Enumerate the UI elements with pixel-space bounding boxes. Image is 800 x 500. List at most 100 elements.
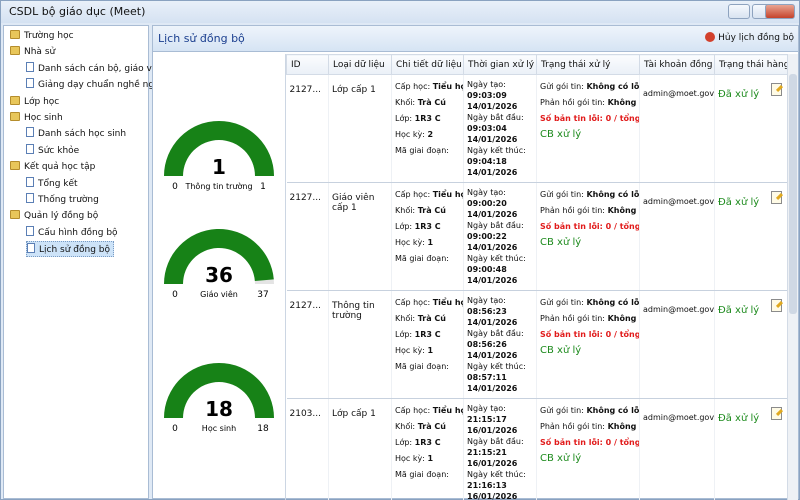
- close-button[interactable]: [765, 4, 795, 19]
- time-label: Ngày bắt đầu:: [467, 329, 524, 338]
- tree-item[interactable]: Trường học: [10, 28, 77, 44]
- time-label: Ngày tạo:: [467, 296, 506, 305]
- time-line: Ngày tạo: 21:15:17 16/01/2026: [467, 403, 533, 436]
- id-cell: 2127...: [286, 74, 329, 183]
- tree-label: Cấu hình đồng bộ: [38, 227, 118, 238]
- id-cell: 2103...: [286, 398, 329, 500]
- tree-item[interactable]: Danh sách học sinh: [26, 126, 129, 142]
- detail-value: 1R3 C: [414, 330, 441, 339]
- status-label: Gửi gói tin:: [540, 298, 584, 307]
- time-label: Ngày tạo:: [467, 404, 506, 413]
- column-header[interactable]: Loại dữ liệu: [328, 54, 392, 75]
- cancel-label: Hủy lịch đồng bộ: [718, 33, 794, 43]
- cancel-sync-button[interactable]: Hủy lịch đồng bộ: [705, 32, 794, 43]
- column-header[interactable]: ID: [286, 54, 329, 75]
- gauge-label: Thông tin trường: [184, 181, 252, 191]
- time-value: 21:15:17 16/01/2026: [467, 415, 518, 435]
- queue-cell: Đã xử lý: [714, 74, 787, 183]
- folder-icon: [10, 95, 20, 105]
- time-label: Ngày bắt đầu:: [467, 437, 524, 446]
- detail-value: 1: [427, 346, 434, 355]
- status-line: Phản hồi gói tin: Không có lỗi: [540, 203, 639, 219]
- title-bar: CSDL bộ giáo dục (Meet): [1, 1, 799, 23]
- folder-icon: [10, 30, 20, 39]
- detail-line: Học kỳ: 1: [395, 343, 460, 359]
- column-header[interactable]: Tài khoản đồng bộ: [639, 54, 715, 75]
- tree-item[interactable]: Cấu hình đồng bộ: [26, 225, 121, 241]
- error-count: Số bản tin lỗi: 0 / tổng số: 18: [540, 438, 640, 447]
- status-label: Gửi gói tin:: [540, 82, 584, 91]
- detail-value: 1: [427, 238, 434, 247]
- gauge-value: 1: [212, 155, 226, 179]
- queue-status: Đã xử lý: [718, 305, 760, 316]
- column-header[interactable]: Chi tiết dữ liệu: [391, 54, 464, 75]
- detail-label: Lớp:: [395, 114, 413, 123]
- time-label: Ngày kết thúc:: [467, 146, 526, 155]
- scrollbar[interactable]: [787, 54, 798, 500]
- tree-item[interactable]: Học sinh: [10, 110, 66, 126]
- tree-item[interactable]: Nhà sử: [10, 44, 58, 60]
- edit-icon[interactable]: [771, 299, 784, 312]
- detail-line: Cấp học: Tiểu học: [395, 187, 463, 203]
- status-line: Gửi gói tin: Không có lỗi: [540, 187, 639, 203]
- tree-item[interactable]: Danh sách cán bộ, giáo viên: [26, 61, 169, 77]
- time-label: Ngày tạo:: [467, 188, 506, 197]
- handler-status: CB xử lý: [540, 453, 582, 464]
- time-value: 09:00:48 14/01/2026: [467, 265, 518, 285]
- tree-item[interactable]: Tổng kết: [26, 176, 81, 192]
- tree-item[interactable]: Quản lý đồng bộ: [10, 208, 101, 224]
- column-header[interactable]: Trạng thái xử lý: [536, 54, 640, 75]
- column-header[interactable]: Thời gian xử lý: [463, 54, 537, 75]
- detail-value: 1R3 C: [414, 438, 441, 447]
- doc-icon: [26, 78, 34, 89]
- status-line: Gửi gói tin: Không có lỗi: [540, 79, 639, 95]
- time-line: Ngày kết thúc: 09:04:18 14/01/2026: [467, 145, 533, 178]
- gauge-arc: [164, 362, 274, 418]
- tree-item[interactable]: Lịch sử đồng bộ: [26, 241, 114, 258]
- gauge-value: 36: [205, 263, 233, 287]
- type-cell: Thông tin trường: [328, 290, 392, 399]
- detail-label: Học kỳ:: [395, 346, 425, 355]
- detail-line: Khối: Trà Cú: [395, 419, 460, 435]
- id-cell: 2127...: [286, 182, 329, 291]
- detail-line: Khối: Trà Cú: [395, 95, 460, 111]
- time-line: Ngày kết thúc: 21:16:13 16/01/2026: [467, 469, 533, 500]
- detail-line: Khối: Trà Cú: [395, 203, 460, 219]
- edit-icon[interactable]: [771, 407, 784, 420]
- detail-value: Trà Cú: [417, 98, 446, 107]
- gauge-value: 18: [205, 397, 233, 421]
- tree-item[interactable]: Sức khỏe: [26, 143, 82, 159]
- time-label: Ngày bắt đầu:: [467, 113, 524, 122]
- time-line: Ngày tạo: 08:56:23 14/01/2026: [467, 295, 533, 328]
- minimize-button[interactable]: [728, 4, 750, 19]
- tree-label: Sức khỏe: [38, 145, 80, 156]
- tree-item[interactable]: Giảng dạy chuẩn nghề nghiệp: [26, 77, 177, 93]
- edit-icon[interactable]: [771, 83, 784, 96]
- queue-cell: Đã xử lý: [714, 290, 787, 399]
- detail-label: Khối:: [395, 422, 416, 431]
- column-header[interactable]: Trạng thái hàng đợi: [714, 54, 787, 75]
- tree-item[interactable]: Kết quả học tập: [10, 159, 98, 175]
- detail-label: Cấp học:: [395, 190, 431, 199]
- gauge-min: 0: [172, 290, 178, 300]
- account-cell: admin@moet.gov.vn: [639, 290, 715, 399]
- tree-item[interactable]: Thống trường: [26, 192, 102, 208]
- type-cell: Giáo viên cấp 1: [328, 182, 392, 291]
- edit-icon[interactable]: [771, 191, 784, 204]
- tree-label: Học sinh: [24, 113, 63, 123]
- scroll-thumb[interactable]: [789, 74, 797, 314]
- tree-item[interactable]: Lớp học: [10, 94, 62, 110]
- tree-label: Lịch sử đồng bộ: [39, 245, 110, 256]
- doc-icon: [26, 225, 34, 236]
- gauge-arc: [164, 229, 274, 284]
- detail-label: Cấp học:: [395, 406, 431, 415]
- status-line: Phản hồi gói tin: Không có lỗi: [540, 419, 639, 435]
- time-value: 08:57:11 14/01/2026: [467, 373, 518, 393]
- gauge-arc: [164, 120, 274, 176]
- gauge-min: 0: [172, 424, 178, 434]
